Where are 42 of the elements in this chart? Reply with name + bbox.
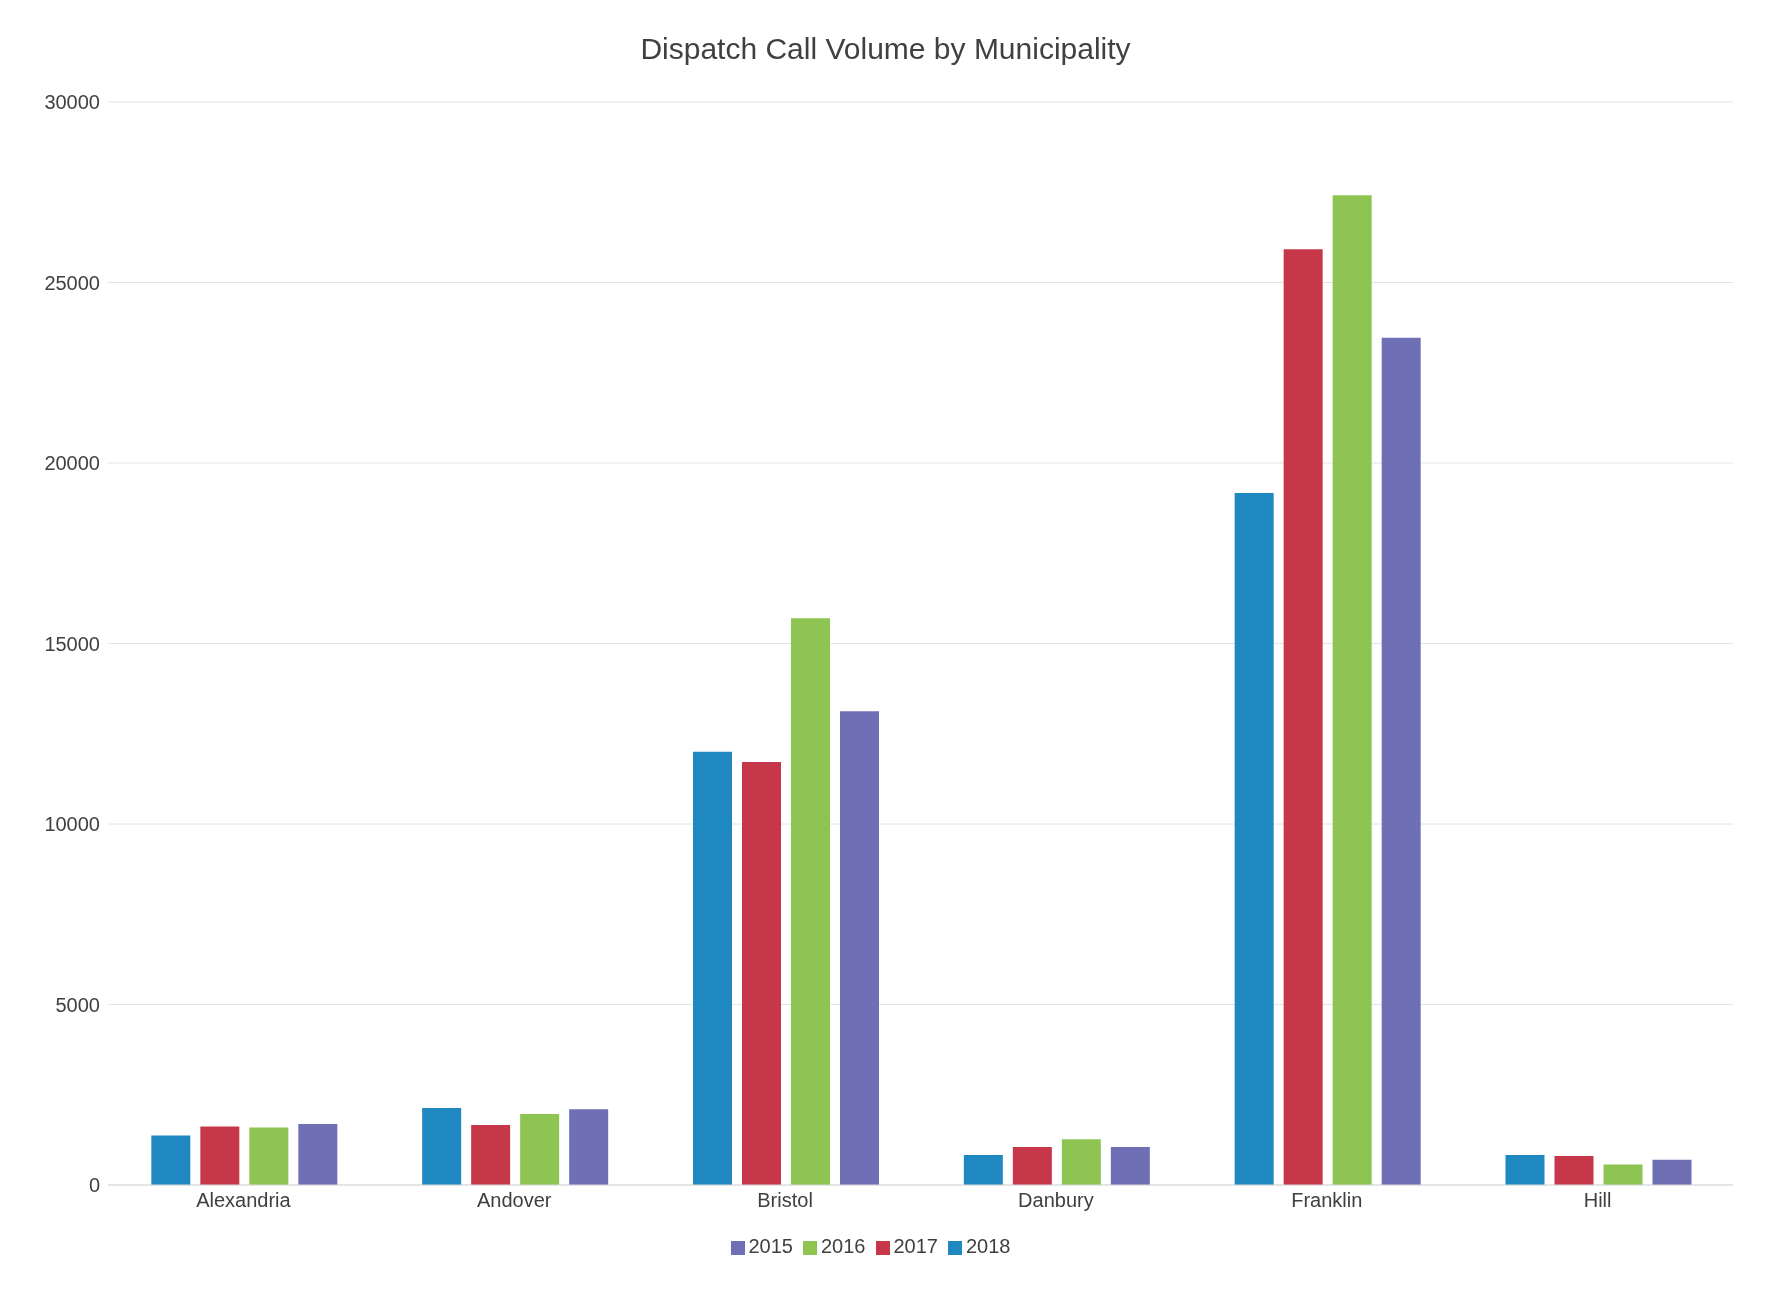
y-tick-label: 20000 xyxy=(44,452,100,475)
bar xyxy=(1012,1147,1052,1185)
bar xyxy=(742,761,781,1185)
bar xyxy=(1603,1164,1643,1185)
bar xyxy=(1652,1159,1692,1185)
y-tick-label: 25000 xyxy=(44,271,100,294)
bar xyxy=(151,1135,191,1185)
x-tick-label: Hill xyxy=(1583,1189,1612,1212)
x-tick-label: Bristol xyxy=(757,1189,813,1212)
legend-label: 2017 xyxy=(893,1235,938,1257)
bar xyxy=(693,751,732,1185)
bar xyxy=(569,1109,609,1185)
y-tick-label: 15000 xyxy=(44,632,100,655)
bar xyxy=(840,711,879,1185)
bar xyxy=(1332,195,1372,1185)
bar xyxy=(200,1126,240,1185)
bar xyxy=(1283,249,1323,1185)
legend-label: 2018 xyxy=(966,1235,1011,1257)
bar xyxy=(1110,1147,1150,1185)
bar xyxy=(520,1113,560,1185)
bar xyxy=(1234,492,1274,1185)
bar xyxy=(1505,1155,1545,1185)
bar xyxy=(1554,1156,1594,1185)
x-tick-label: Danbury xyxy=(1018,1189,1094,1212)
bar xyxy=(471,1125,511,1185)
bar xyxy=(791,618,830,1185)
bar xyxy=(963,1155,1003,1185)
y-tick-label: 0 xyxy=(88,1174,100,1197)
x-tick-label: Franklin xyxy=(1291,1189,1363,1212)
legend-label: 2016 xyxy=(821,1235,866,1257)
y-tick-label: 30000 xyxy=(44,91,100,114)
chart-title: Dispatch Call Volume by Municipality xyxy=(639,31,1132,67)
y-tick-label: 10000 xyxy=(44,813,100,836)
bar xyxy=(1381,337,1421,1185)
bar xyxy=(249,1127,289,1185)
legend-label: 2015 xyxy=(748,1235,793,1257)
bar xyxy=(1061,1139,1101,1185)
bar xyxy=(422,1108,462,1185)
bar xyxy=(298,1123,338,1185)
x-tick-label: Andover xyxy=(477,1189,552,1212)
x-tick-label: Alexandria xyxy=(196,1189,292,1212)
y-tick-label: 5000 xyxy=(55,993,100,1016)
